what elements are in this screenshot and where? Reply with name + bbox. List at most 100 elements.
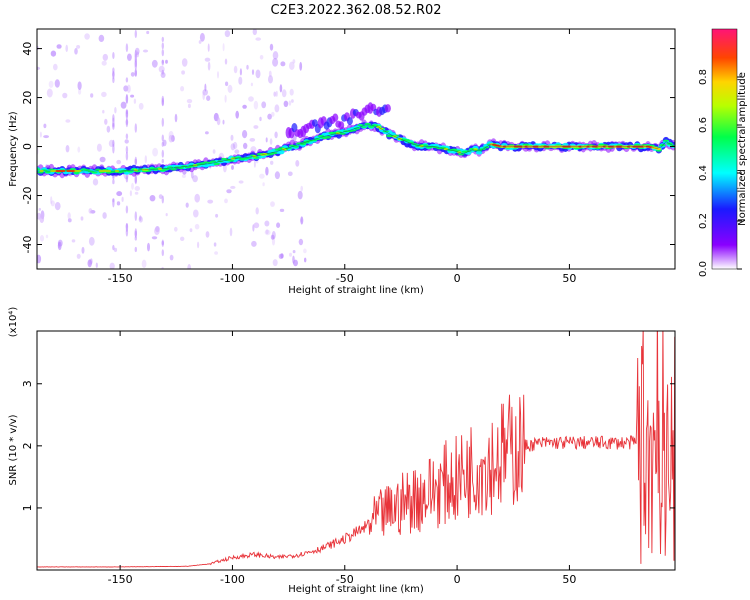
speckle <box>255 69 261 79</box>
ridge-cell <box>91 171 98 174</box>
speckle <box>274 131 278 139</box>
speckle <box>270 201 275 207</box>
speckle <box>204 57 211 62</box>
speckle <box>197 241 200 249</box>
speckle <box>165 59 168 64</box>
ridge-cell <box>170 168 177 171</box>
speckle <box>151 236 158 240</box>
speckle <box>71 239 76 243</box>
streak <box>112 52 115 59</box>
speckle <box>187 264 192 269</box>
speckle <box>174 226 178 232</box>
speckle <box>120 101 127 109</box>
speckle <box>298 238 304 246</box>
speckle <box>243 142 248 149</box>
speckle <box>67 212 71 220</box>
speckle <box>102 109 105 114</box>
snr-panel: -150 -100 -50 0 50 1 2 3 Height of straight lin… <box>8 307 676 595</box>
speckle <box>161 266 164 269</box>
speckle <box>267 113 272 120</box>
spectrogram-ytick-label: 20 <box>21 91 34 105</box>
speckle <box>246 64 249 70</box>
speckle <box>230 185 236 189</box>
speckle <box>99 156 106 163</box>
speckle <box>133 98 137 104</box>
speckle <box>146 30 150 35</box>
streak <box>161 141 164 147</box>
speckle <box>154 227 160 236</box>
streak <box>125 205 129 214</box>
colorbar-tick-label: 0.8 <box>698 69 709 85</box>
ridge-cell <box>324 136 332 139</box>
speckle <box>224 198 228 204</box>
speckle <box>251 240 257 247</box>
streak <box>125 43 129 53</box>
ridge-cell <box>411 143 418 145</box>
speckle <box>57 241 62 251</box>
speckle <box>113 247 118 252</box>
streak <box>161 158 164 164</box>
speckle <box>303 248 307 254</box>
streak <box>161 149 164 158</box>
speckle <box>269 138 273 145</box>
speckle <box>92 178 99 186</box>
snr-ytick-label: 1 <box>21 504 34 511</box>
speckle <box>271 111 275 117</box>
speckle <box>278 253 284 259</box>
colorbar-tick-label: 0.0 <box>698 261 709 277</box>
spectrogram-xtick-label: -50 <box>336 272 354 285</box>
speckle <box>288 100 292 106</box>
speckle <box>304 257 307 263</box>
speckle <box>272 51 279 60</box>
streak <box>134 156 137 166</box>
streak <box>125 119 129 125</box>
ridge-cell <box>84 169 91 172</box>
speckle <box>37 254 42 264</box>
speckle <box>158 194 163 200</box>
spectrogram-xlabel: Height of straight line (km) <box>288 285 424 296</box>
spectrogram-frame <box>36 28 676 270</box>
ridge-cell <box>339 132 346 135</box>
streak <box>112 198 115 208</box>
speckle <box>126 84 131 94</box>
speckle <box>149 195 156 202</box>
speckle <box>279 208 285 212</box>
streak <box>125 133 129 140</box>
streak <box>161 42 164 50</box>
speckle <box>268 75 273 84</box>
speckle <box>230 143 236 151</box>
speckle <box>74 48 78 55</box>
speckle <box>283 100 289 108</box>
speckle <box>215 213 219 218</box>
speckle <box>88 208 93 214</box>
speckle <box>130 72 135 77</box>
streak <box>134 53 137 63</box>
ridge-cell <box>314 138 321 141</box>
upper-branch-cell <box>338 121 345 130</box>
speckle <box>232 141 238 150</box>
snr-scale-label: (x10⁴) <box>8 307 19 338</box>
snr-xtick-label: -50 <box>336 573 354 586</box>
speckle <box>50 200 55 207</box>
speckle <box>54 79 60 88</box>
speckle <box>273 91 277 97</box>
streak <box>112 179 115 185</box>
speckle <box>271 231 276 240</box>
colorbar: 0.0 0.2 0.4 0.6 0.8 Normalized spectral ampl… <box>698 28 748 277</box>
streak <box>125 77 129 83</box>
speckle <box>109 262 115 269</box>
speckle <box>272 259 278 267</box>
figure-title: C2E3.2022.362.08.52.R02 <box>270 3 441 18</box>
speckle <box>116 201 121 206</box>
speckle <box>292 250 296 254</box>
colorbar-gradient <box>711 28 738 270</box>
ridge-cell <box>73 171 80 175</box>
streak <box>161 134 164 142</box>
snr-axes: -150 -100 -50 0 50 1 2 3 <box>21 331 675 586</box>
speckle <box>291 99 294 103</box>
speckle <box>142 49 149 53</box>
speckle <box>152 147 159 157</box>
speckle <box>194 193 200 203</box>
streak <box>112 76 115 84</box>
